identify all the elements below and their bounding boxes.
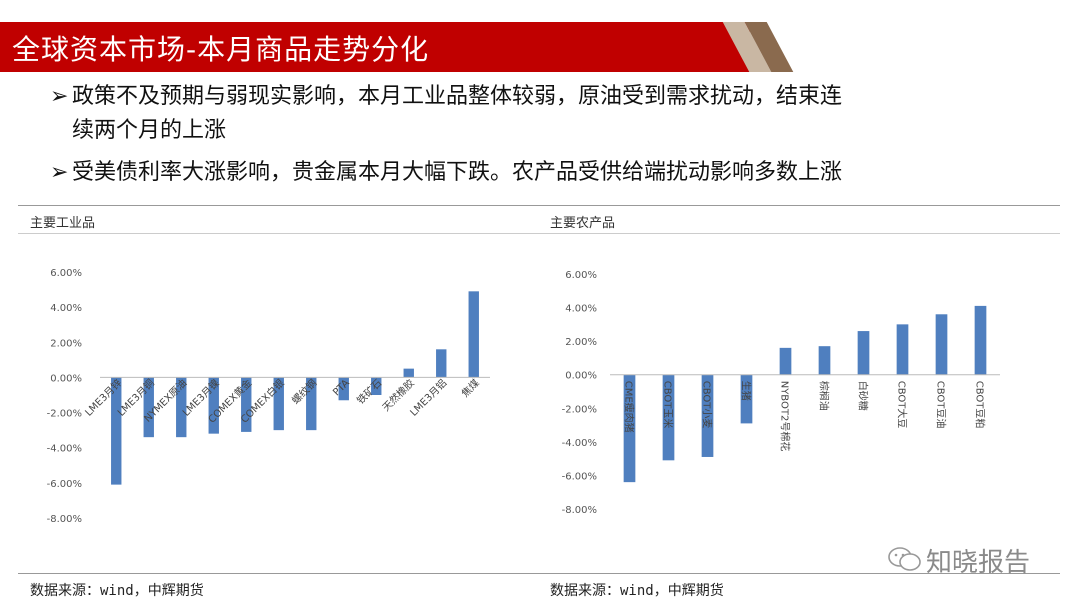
bullet-1-line-2: 续两个月的上涨 [72, 118, 227, 143]
category-label: NYBOT2号棉花 [779, 381, 792, 452]
y-tick-label: -4.00% [562, 438, 597, 449]
bar [143, 377, 154, 438]
y-tick-label: -6.00% [562, 471, 597, 482]
panel-bottom-rule [18, 573, 1060, 574]
bar [896, 324, 909, 375]
y-tick-label: -2.00% [562, 404, 597, 415]
industrial-bar-chart: 6.00% 4.00% 2.00% 0.00% -2.00% -4.00% -6.00% -8… [47, 268, 490, 525]
y-tick-label: -4.00% [47, 444, 82, 455]
bar [111, 377, 122, 485]
y-tick-label: 4.00% [50, 303, 82, 314]
bar [818, 346, 831, 375]
y-tick-label: -8.00% [562, 505, 597, 516]
category-label: 生猪 [740, 381, 753, 401]
panel-title-rule [18, 233, 1060, 234]
bar [208, 377, 219, 434]
bar [935, 314, 948, 375]
y-tick-label: 0.00% [565, 371, 597, 382]
category-label: CBOT大豆 [896, 381, 909, 429]
category-label: 白砂糖 [857, 381, 870, 411]
right-panel-title: 主要农产品 [550, 216, 616, 231]
left-source-note: 数据来源：wind，中辉期货 [30, 583, 204, 599]
category-label: CBOT豆油 [935, 381, 948, 429]
page-title: 全球资本市场-本月商品走势分化 [12, 33, 430, 66]
bar [779, 347, 792, 375]
bar [857, 331, 870, 375]
bar [338, 377, 349, 401]
y-tick-label: 4.00% [565, 304, 597, 315]
left-panel-title: 主要工业品 [30, 216, 96, 231]
bar [176, 377, 187, 438]
category-label: 焦煤 [459, 376, 482, 399]
y-tick-label: -2.00% [47, 409, 82, 420]
y-tick-label: 2.00% [565, 337, 597, 348]
bar [436, 349, 447, 378]
category-label: CBOT小麦 [701, 381, 713, 429]
y-tick-label: 6.00% [50, 268, 82, 279]
y-tick-label: 2.00% [50, 338, 82, 349]
y-tick-label: 6.00% [565, 270, 597, 281]
bar [273, 377, 284, 431]
watermark-text: 知晓报告 [926, 548, 1031, 578]
bar [403, 368, 414, 378]
bar [740, 374, 753, 424]
panel-top-rule [18, 205, 1060, 206]
bullet-1-line-1: 政策不及预期与弱现实影响，本月工业品整体较弱，原油受到需求扰动，结束连 [72, 84, 843, 109]
wechat-icon [888, 547, 921, 571]
right-source-note: 数据来源：wind，中辉期货 [550, 583, 724, 599]
category-label: 棕榈油 [818, 381, 831, 411]
category-label: CBOT豆粕 [974, 381, 987, 429]
bar [241, 377, 252, 432]
bullet-1: ➢ 政策不及预期与弱现实影响，本月工业品整体较弱，原油受到需求扰动，结束连 续两个… [50, 80, 1040, 148]
category-label: CBOT玉米 [662, 381, 675, 429]
bar [468, 291, 479, 378]
category-label: CME瘦肉猪 [623, 381, 636, 433]
y-tick-label: -6.00% [47, 479, 82, 490]
bar [371, 377, 382, 395]
bullet-marker-icon: ➢ [50, 84, 69, 109]
bullet-2: ➢ 受美债利率大涨影响，贵金属本月大幅下跌。农产品受供给端扰动影响多数上涨 [50, 156, 1040, 190]
bar [306, 377, 317, 431]
bar [623, 374, 636, 483]
y-tick-label: -8.00% [47, 514, 82, 525]
title-bar [0, 22, 750, 72]
y-tick-label: 0.00% [50, 373, 82, 384]
bar [974, 305, 987, 375]
bullet-2-text: 受美债利率大涨影响，贵金属本月大幅下跌。农产品受供给端扰动影响多数上涨 [72, 160, 843, 185]
bar [662, 374, 675, 461]
agri-bar-chart: 6.00% 4.00% 2.00% 0.00% -2.00% -4.00% -6.00% -8… [562, 270, 1000, 516]
bar [701, 374, 714, 457]
bullet-marker-icon: ➢ [50, 160, 69, 185]
